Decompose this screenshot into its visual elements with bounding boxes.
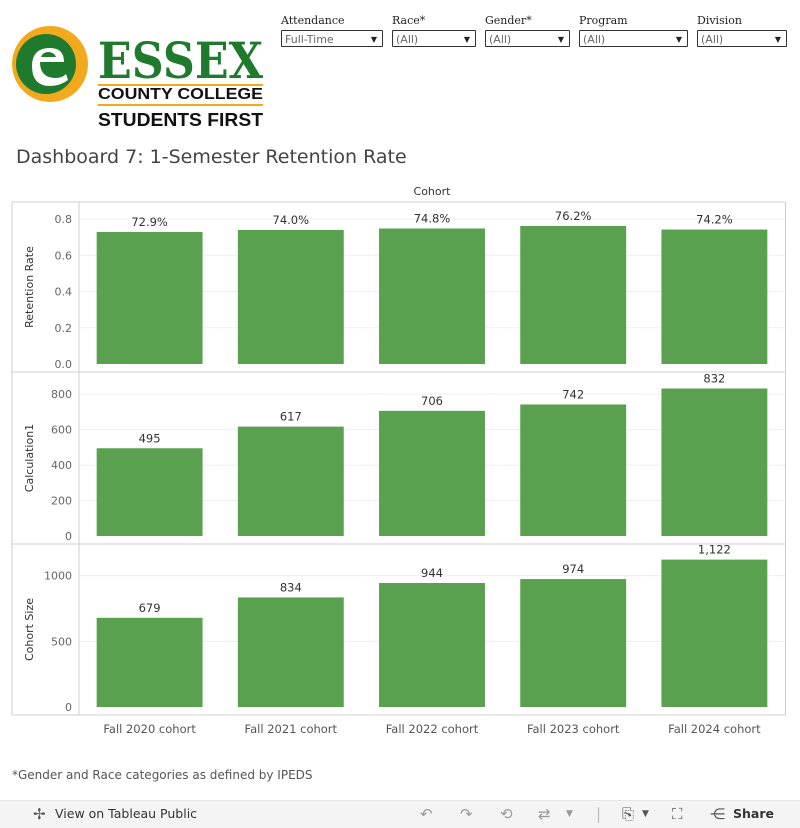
download-dropdown-icon[interactable]: ▼ xyxy=(642,809,649,819)
filter-gender: Gender* (All) ▼ xyxy=(485,14,570,47)
bar xyxy=(379,583,485,707)
bar xyxy=(379,228,485,364)
data-label: 74.0% xyxy=(273,213,310,227)
y-tick-label: 0.0 xyxy=(55,358,73,371)
bar xyxy=(237,229,344,364)
bar xyxy=(520,225,627,364)
data-label: 76.2% xyxy=(555,209,592,223)
x-tick-label: Fall 2024 cohort xyxy=(668,722,761,736)
view-on-tableau-link[interactable]: View on Tableau Public xyxy=(55,806,198,821)
filter-division: Division (All) ▼ xyxy=(697,14,787,47)
share-icon[interactable]: ⋲ xyxy=(710,805,725,823)
y-axis-label: Calculation1 xyxy=(23,424,36,492)
division-value: (All) xyxy=(701,33,724,46)
bar xyxy=(661,559,768,707)
filter-attendance-label: Attendance xyxy=(281,14,345,27)
tableau-logo-icon: ✢ xyxy=(33,805,46,823)
filter-attendance: Attendance Full-Time ▼ xyxy=(281,14,383,47)
y-tick-label: 0 xyxy=(65,701,72,714)
data-label: 74.8% xyxy=(414,211,451,225)
revert-icon[interactable]: ⟲ xyxy=(500,805,513,823)
x-tick-label: Fall 2020 cohort xyxy=(103,722,196,736)
y-tick-label: 500 xyxy=(51,635,72,648)
bar xyxy=(237,597,344,707)
attendance-value: Full-Time xyxy=(285,33,334,46)
x-tick-label: Fall 2021 cohort xyxy=(245,722,338,736)
bar xyxy=(96,231,203,364)
download-icon[interactable]: ⎘ xyxy=(622,805,635,823)
data-label: 944 xyxy=(421,566,443,580)
data-label: 742 xyxy=(562,387,584,401)
y-tick-label: 0.6 xyxy=(55,249,73,262)
filter-program: Program (All) ▼ xyxy=(579,14,688,47)
filter-race-label: Race* xyxy=(392,14,426,27)
bar xyxy=(96,617,203,707)
dropdown-arrow-icon: ▼ xyxy=(370,35,377,44)
dashboard-title: Dashboard 7: 1-Semester Retention Rate xyxy=(16,146,407,168)
data-label: 834 xyxy=(280,580,302,594)
y-tick-label: 400 xyxy=(51,459,72,472)
data-label: 72.9% xyxy=(131,215,168,229)
y-tick-label: 1000 xyxy=(44,570,72,583)
retention-charts: Cohort 0.0 0.2 0.4 0.6 0.8 Retention Rate 72.9%… xyxy=(11,185,786,736)
x-tick-label: Fall 2023 cohort xyxy=(527,722,620,736)
data-label: 1,122 xyxy=(698,543,731,557)
program-dropdown[interactable]: (All) ▼ xyxy=(579,30,688,47)
data-label: 706 xyxy=(421,394,443,408)
y-tick-label: 200 xyxy=(51,495,72,508)
filter-division-label: Division xyxy=(697,14,742,27)
dropdown-arrow-icon: ▼ xyxy=(774,35,781,44)
data-label: 679 xyxy=(139,601,161,615)
refresh-icon[interactable]: ⇄ xyxy=(538,805,551,823)
y-tick-label: 800 xyxy=(51,388,72,401)
column-header: Cohort xyxy=(414,185,452,198)
data-label: 974 xyxy=(562,562,584,576)
separator-icon: | xyxy=(596,805,602,823)
gender-value: (All) xyxy=(489,33,512,46)
data-label: 617 xyxy=(280,410,302,424)
y-tick-label: 0.4 xyxy=(55,286,73,299)
dropdown-arrow-icon: ▼ xyxy=(557,35,564,44)
logo-wordmark: ESSEX xyxy=(98,31,263,90)
fullscreen-icon[interactable]: ⛶ xyxy=(672,805,683,823)
race-dropdown[interactable]: (All) ▼ xyxy=(392,30,476,47)
y-axis-label: Retention Rate xyxy=(23,246,36,328)
y-tick-label: 0.2 xyxy=(55,322,73,335)
logo-line2: COUNTY COLLEGE xyxy=(98,86,263,103)
bar xyxy=(379,410,485,536)
data-label: 74.2% xyxy=(696,213,733,227)
pause-dropdown-icon[interactable]: ▼ xyxy=(566,809,573,819)
y-tick-label: 600 xyxy=(51,424,72,437)
dropdown-arrow-icon: ▼ xyxy=(675,35,682,44)
gender-dropdown[interactable]: (All) ▼ xyxy=(485,30,570,47)
bar xyxy=(96,448,203,536)
data-label: 832 xyxy=(703,372,725,386)
y-tick-label: 0.8 xyxy=(55,213,73,226)
bar xyxy=(520,404,627,536)
filter-program-label: Program xyxy=(579,14,628,27)
y-tick-label: 0 xyxy=(65,530,72,543)
bar xyxy=(661,388,768,536)
x-tick-label: Fall 2022 cohort xyxy=(386,722,479,736)
footnote: *Gender and Race categories as defined b… xyxy=(12,768,313,782)
undo-icon[interactable]: ↶ xyxy=(420,805,433,823)
division-dropdown[interactable]: (All) ▼ xyxy=(697,30,787,47)
tableau-toolbar: ✢ View on Tableau Public ↶ ↷ ⟲ ⇄ ▼ | ⎘ ▼… xyxy=(0,800,800,828)
bar xyxy=(237,426,344,536)
attendance-dropdown[interactable]: Full-Time ▼ xyxy=(281,30,383,47)
program-value: (All) xyxy=(583,33,606,46)
share-button[interactable]: Share xyxy=(733,806,774,821)
redo-icon[interactable]: ↷ xyxy=(460,805,473,823)
data-label: 495 xyxy=(139,431,161,445)
race-value: (All) xyxy=(396,33,419,46)
bar xyxy=(661,229,768,364)
dropdown-arrow-icon: ▼ xyxy=(463,35,470,44)
filter-race: Race* (All) ▼ xyxy=(392,14,476,47)
y-axis-label: Cohort Size xyxy=(23,598,36,661)
bar xyxy=(520,579,627,707)
logo-line3: STUDENTS FIRST xyxy=(98,110,263,130)
essex-county-college-logo: ESSEX COUNTY COLLEGE STUDENTS FIRST xyxy=(12,26,263,130)
filter-gender-label: Gender* xyxy=(485,14,532,27)
